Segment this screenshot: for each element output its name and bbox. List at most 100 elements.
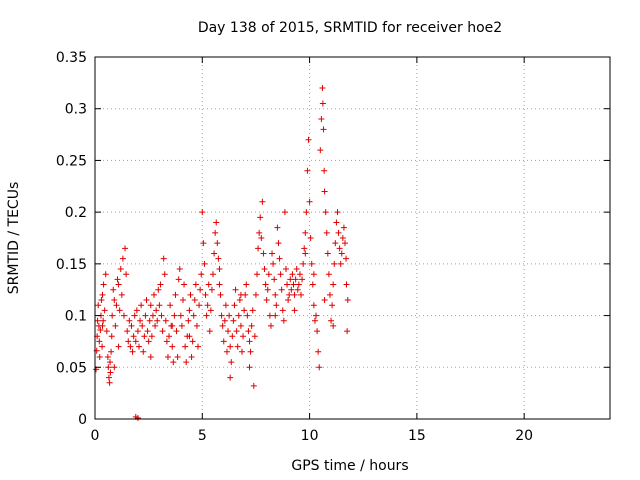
grid xyxy=(95,57,610,419)
data-point xyxy=(333,219,340,226)
data-point xyxy=(112,322,119,329)
data-point xyxy=(301,245,308,252)
data-point xyxy=(188,353,195,360)
data-point xyxy=(284,281,291,288)
data-point xyxy=(128,322,135,329)
data-point xyxy=(107,369,114,376)
data-point xyxy=(294,286,301,293)
data-point xyxy=(330,281,337,288)
data-point xyxy=(146,317,153,324)
data-point xyxy=(329,302,336,309)
data-point xyxy=(254,271,261,278)
data-point xyxy=(245,328,252,335)
data-point xyxy=(231,302,238,309)
data-point xyxy=(311,317,318,324)
data-point xyxy=(319,100,326,107)
data-point xyxy=(272,312,279,319)
data-point xyxy=(111,364,118,371)
data-point xyxy=(199,209,206,216)
data-point xyxy=(155,286,162,293)
data-point xyxy=(287,276,294,283)
data-point xyxy=(176,266,183,273)
data-point xyxy=(319,85,326,92)
data-point xyxy=(267,322,274,329)
data-point xyxy=(265,271,272,278)
y-tick-label: 0 xyxy=(78,412,87,428)
data-point xyxy=(302,250,309,257)
data-point xyxy=(238,348,245,355)
data-point xyxy=(237,291,244,298)
data-point xyxy=(162,317,169,324)
data-point xyxy=(292,276,299,283)
data-point xyxy=(314,328,321,335)
data-point xyxy=(100,317,107,324)
data-point xyxy=(252,291,259,298)
data-point xyxy=(173,328,180,335)
data-point xyxy=(229,333,236,340)
data-point xyxy=(227,343,234,350)
data-point xyxy=(304,167,311,174)
data-point xyxy=(221,317,228,324)
data-point xyxy=(249,307,256,314)
data-point xyxy=(310,302,317,309)
data-point xyxy=(99,322,106,329)
data-point xyxy=(296,271,303,278)
data-point xyxy=(171,312,178,319)
data-point xyxy=(251,333,258,340)
data-point xyxy=(237,322,244,329)
data-point xyxy=(328,317,335,324)
data-point xyxy=(210,271,217,278)
data-point xyxy=(223,348,230,355)
data-point xyxy=(339,235,346,241)
data-point xyxy=(201,260,208,267)
data-point xyxy=(208,286,215,293)
data-point xyxy=(147,353,154,360)
data-point xyxy=(195,343,201,350)
data-point xyxy=(243,281,250,288)
data-point xyxy=(125,338,132,345)
data-point xyxy=(206,328,213,335)
data-point xyxy=(266,312,273,319)
data-point xyxy=(156,302,163,309)
data-point xyxy=(99,291,106,298)
data-point xyxy=(260,250,267,257)
data-point xyxy=(217,291,224,298)
data-point xyxy=(275,240,282,247)
data-point xyxy=(240,333,247,340)
data-point xyxy=(244,312,251,319)
data-point xyxy=(169,322,176,329)
data-point xyxy=(222,302,229,309)
data-point xyxy=(280,317,287,324)
data-point xyxy=(335,229,342,236)
data-point xyxy=(248,322,255,329)
data-point xyxy=(203,312,210,319)
data-point xyxy=(170,359,177,366)
data-point xyxy=(193,322,200,329)
data-point xyxy=(133,307,140,314)
data-point xyxy=(182,343,189,350)
plot-area-frame xyxy=(94,56,611,420)
data-point xyxy=(309,281,316,288)
data-point xyxy=(302,229,309,236)
data-point xyxy=(116,307,123,314)
data-point xyxy=(276,255,283,262)
data-point xyxy=(179,297,186,304)
data-point xyxy=(271,276,278,283)
data-point xyxy=(152,322,159,329)
data-point xyxy=(277,271,284,278)
data-point xyxy=(323,229,330,236)
data-point xyxy=(177,312,184,319)
data-point xyxy=(216,266,223,273)
data-point xyxy=(213,219,220,226)
data-point xyxy=(143,297,150,304)
data-point xyxy=(104,353,111,360)
data-point xyxy=(246,338,253,345)
data-point xyxy=(198,271,205,278)
data-point xyxy=(134,414,141,421)
data-point xyxy=(334,209,341,216)
data-point xyxy=(190,312,197,319)
y-tick-label: 0.15 xyxy=(56,257,87,273)
data-point xyxy=(185,317,192,324)
data-point xyxy=(274,224,281,231)
